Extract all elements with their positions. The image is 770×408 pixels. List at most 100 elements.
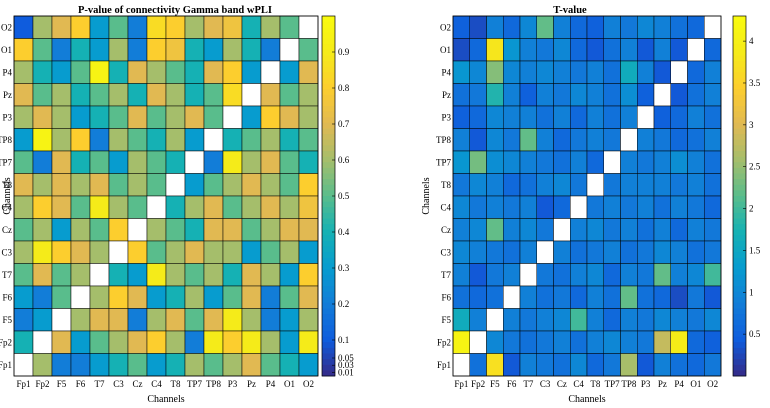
pvalue-cell [184, 195, 205, 219]
pvalue-colorbar-segment [322, 319, 335, 326]
tvalue-cell [586, 195, 604, 219]
pvalue-cell [279, 173, 300, 197]
tvalue-cell [519, 330, 537, 354]
tvalue-cell [704, 150, 722, 174]
pvalue-colorbar-segment [322, 151, 335, 158]
pvalue-cell [89, 195, 110, 219]
tvalue-cell [687, 128, 705, 152]
tvalue-x-tick-labels: Fp1 Fp2 F5 F6 T7 C3 Cz C4 T8 TP7 TP8 P3 Pz P4 O1 O2 [454, 379, 718, 389]
tvalue-cell [519, 285, 537, 309]
tvalue-cell [603, 218, 621, 242]
tvalue-cell [469, 353, 487, 377]
pvalue-x-tick-label: Fp1 [16, 379, 30, 389]
tvalue-cell [586, 240, 604, 264]
pvalue-colorbar-segment [322, 359, 335, 366]
tvalue-colorbar-segment [733, 139, 746, 146]
tvalue-cell [503, 240, 521, 264]
pvalue-colorbar-segment [322, 274, 335, 281]
tvalue-colorbar-segment [733, 100, 746, 107]
tvalue-colorbar-segment [733, 224, 746, 231]
pvalue-cell [146, 240, 167, 264]
pvalue-x-tick-label: Pz [247, 379, 256, 389]
tvalue-colorbar-tick-label: 1.5 [749, 245, 761, 255]
pvalue-cell [127, 330, 148, 354]
pvalue-cell [184, 353, 205, 377]
pvalue-cell [13, 105, 34, 129]
tvalue-cell [536, 60, 554, 84]
pvalue-cell [70, 60, 91, 84]
tvalue-cell [704, 128, 722, 152]
pvalue-cell [32, 330, 53, 354]
tvalue-cell [586, 330, 604, 354]
pvalue-cell [13, 218, 34, 242]
tvalue-x-tick-label: Fp2 [471, 379, 485, 389]
tvalue-cell [603, 83, 621, 107]
pvalue-cell [184, 60, 205, 84]
pvalue-cell [127, 353, 148, 377]
tvalue-cell [486, 353, 504, 377]
pvalue-cell [146, 83, 167, 107]
tvalue-cell [637, 173, 655, 197]
pvalue-cell [70, 285, 91, 309]
pvalue-cell [146, 263, 167, 287]
tvalue-cell [670, 218, 688, 242]
tvalue-colorbar-segment [733, 308, 746, 315]
tvalue-cell [620, 128, 638, 152]
tvalue-cell [653, 308, 671, 332]
pvalue-colorbar-segment [322, 49, 335, 56]
pvalue-colorbar-segment [322, 122, 335, 129]
pvalue-cell [241, 83, 262, 107]
tvalue-colorbar-segment [733, 167, 746, 174]
tvalue-cell [452, 83, 470, 107]
tvalue-colorbar-segment [733, 274, 746, 281]
tvalue-colorbar-segment [733, 122, 746, 129]
tvalue-cell [503, 195, 521, 219]
tvalue-cell [653, 240, 671, 264]
tvalue-cell [452, 195, 470, 219]
pvalue-cell [165, 263, 186, 287]
tvalue-cell [687, 330, 705, 354]
pvalue-cell [203, 353, 224, 377]
tvalue-cell [452, 173, 470, 197]
pvalue-y-tick-label: T7 [2, 270, 12, 280]
pvalue-cell [222, 263, 243, 287]
pvalue-cell [70, 240, 91, 264]
tvalue-cell [620, 38, 638, 62]
pvalue-cell [146, 128, 167, 152]
pvalue-cell [184, 83, 205, 107]
tvalue-cell [452, 38, 470, 62]
tvalue-cell [452, 128, 470, 152]
pvalue-cell [165, 308, 186, 332]
pvalue-y-tick-label: F6 [2, 292, 12, 302]
pvalue-cell [203, 195, 224, 219]
tvalue-cell [536, 128, 554, 152]
pvalue-cell [32, 308, 53, 332]
tvalue-cell [620, 240, 638, 264]
tvalue-cell [687, 285, 705, 309]
tvalue-cell [687, 173, 705, 197]
tvalue-x-tick-label: TP8 [621, 379, 637, 389]
pvalue-cell [279, 285, 300, 309]
pvalue-cell [89, 240, 110, 264]
tvalue-colorbar-segment [733, 291, 746, 298]
tvalue-cell [469, 15, 487, 39]
tvalue-cell [653, 128, 671, 152]
pvalue-cell [108, 308, 129, 332]
pvalue-cell [222, 240, 243, 264]
tvalue-cell [620, 195, 638, 219]
pvalue-cell [108, 218, 129, 242]
pvalue-cell [260, 15, 281, 39]
tvalue-cell [586, 15, 604, 39]
pvalue-colorbar-tick-label: 0.2 [338, 299, 349, 309]
pvalue-cell [260, 285, 281, 309]
pvalue-cell [108, 353, 129, 377]
pvalue-cell [51, 353, 72, 377]
tvalue-colorbar-segment [733, 342, 746, 349]
tvalue-colorbar-segment [733, 257, 746, 264]
pvalue-x-tick-label: F6 [76, 379, 86, 389]
pvalue-cell [32, 285, 53, 309]
pvalue-cell [184, 173, 205, 197]
pvalue-cell [13, 83, 34, 107]
tvalue-x-axis-label: Channels [568, 394, 605, 405]
pvalue-cell [89, 308, 110, 332]
